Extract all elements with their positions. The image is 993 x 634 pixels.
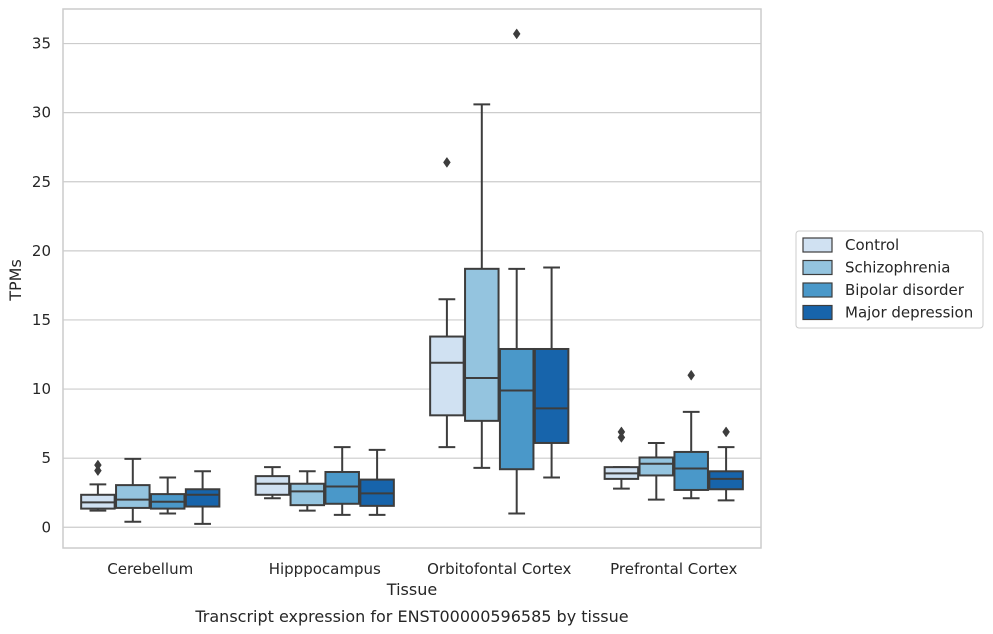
y-tick-label: 10 [32, 380, 51, 398]
box-plots [80, 28, 744, 525]
box-control [254, 466, 291, 500]
outlier-point [94, 459, 102, 471]
plot-frame [62, 8, 762, 549]
x-tick-label: Prefrontal Cortex [610, 560, 737, 578]
box-control [429, 156, 465, 449]
legend-label: Bipolar disorder [845, 281, 965, 299]
y-tick-label: 5 [41, 449, 51, 467]
y-tick-label: 25 [32, 173, 51, 191]
x-tick-labels: Cerebellum Hipppocampus Orbitofontal Corte… [107, 560, 737, 578]
x-axis-label: Tissue [386, 580, 437, 599]
legend-swatch [802, 237, 833, 253]
box-schizophrenia [464, 103, 500, 469]
y-tick-label: 20 [32, 242, 51, 260]
box-iqr [289, 482, 326, 507]
outlier-point [617, 431, 626, 443]
legend-swatch [802, 259, 833, 276]
y-tick-label: 15 [32, 311, 51, 329]
legend-items: Control Schizophrenia Bipolar disorder Majo… [802, 236, 973, 322]
box-bipolar-disorder [149, 476, 186, 515]
x-tick-label: Cerebellum [107, 560, 193, 578]
box-schizophrenia [638, 441, 675, 501]
box-bipolar-disorder [673, 369, 709, 500]
legend-label: Schizophrenia [845, 259, 950, 277]
box-iqr [673, 450, 709, 491]
gridlines [63, 42, 761, 528]
box-major-depression [533, 266, 570, 479]
legend-label: Control [845, 236, 899, 254]
box-iqr [184, 488, 221, 508]
legend-label: Major depression [845, 304, 973, 322]
box-control [80, 459, 116, 512]
outlier-point [722, 426, 730, 438]
x-tick-label: Orbitofontal Cortex [427, 560, 571, 578]
box-iqr [533, 347, 570, 444]
y-tick-label: 0 [41, 518, 51, 536]
outlier-point [512, 28, 521, 40]
y-tick-label: 35 [32, 35, 51, 53]
y-axis-label: TPMs [6, 259, 25, 302]
box-iqr [115, 484, 151, 509]
box-schizophrenia [115, 457, 151, 523]
box-iqr [498, 347, 535, 471]
box-major-depression [359, 448, 395, 516]
box-iqr [708, 470, 744, 491]
outlier-point [443, 156, 451, 168]
y-tick-label: 30 [32, 104, 51, 122]
chart-caption: Transcript expression for ENST0000059658… [194, 607, 628, 626]
legend-frame [795, 230, 984, 329]
box-iqr [464, 267, 500, 422]
box-control [603, 426, 640, 490]
box-major-depression [184, 470, 221, 525]
box-iqr [254, 475, 291, 496]
legend: Control Schizophrenia Bipolar disorder Majo… [795, 230, 984, 329]
box-iqr [638, 456, 675, 477]
outlier-point [687, 369, 696, 381]
x-tick-label: Hipppocampus [269, 560, 381, 578]
y-tick-labels: 0 5 10 15 20 25 30 35 [32, 35, 51, 537]
outlier-point [94, 465, 102, 477]
box-bipolar-disorder [498, 28, 535, 515]
box-schizophrenia [289, 470, 326, 512]
outlier-point [617, 426, 626, 438]
box-major-depression [708, 426, 744, 502]
box-bipolar-disorder [324, 446, 360, 516]
legend-swatch [802, 282, 833, 298]
box-iqr [324, 470, 360, 505]
box-iqr [429, 335, 465, 417]
legend-swatch [802, 304, 833, 321]
